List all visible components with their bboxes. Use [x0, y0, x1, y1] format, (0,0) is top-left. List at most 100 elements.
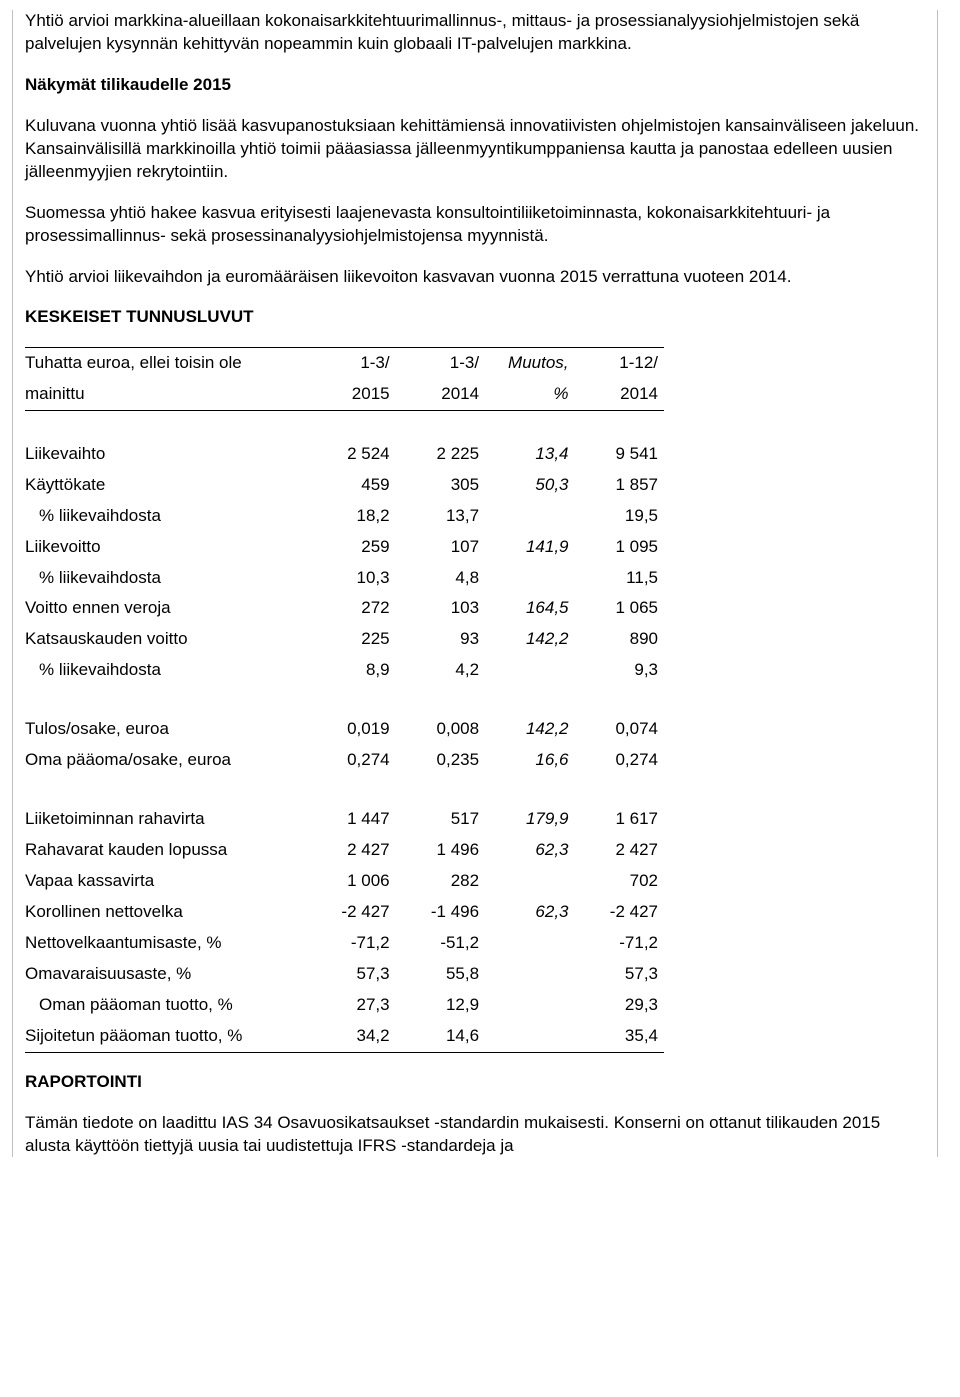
table-row: Käyttökate 459 305 50,3 1 857 — [25, 470, 664, 501]
cell: 4,2 — [396, 655, 485, 686]
cell: 1 095 — [575, 532, 664, 563]
cell: 0,274 — [306, 745, 395, 776]
table-row: Liiketoiminnan rahavirta 1 447 517 179,9… — [25, 804, 664, 835]
cell: 10,3 — [306, 563, 395, 594]
header-col: 2014 — [396, 379, 485, 410]
cell: 179,9 — [485, 804, 574, 835]
row-label: % liikevaihdosta — [25, 655, 306, 686]
row-label: % liikevaihdosta — [25, 501, 306, 532]
cell: 272 — [306, 593, 395, 624]
cell: 11,5 — [575, 563, 664, 594]
cell: 55,8 — [396, 959, 485, 990]
paragraph: Kuluvana vuonna yhtiö lisää kasvupanostu… — [25, 115, 925, 184]
paragraph: Yhtiö arvioi markkina-alueillaan kokonai… — [25, 10, 925, 56]
header-col: Muutos, — [485, 348, 574, 379]
header-col: 1-3/ — [396, 348, 485, 379]
cell: -51,2 — [396, 928, 485, 959]
table-row: Liikevoitto 259 107 141,9 1 095 — [25, 532, 664, 563]
row-label: Sijoitetun pääoman tuotto, % — [25, 1021, 306, 1052]
row-label: Liiketoiminnan rahavirta — [25, 804, 306, 835]
cell: 1 617 — [575, 804, 664, 835]
table-header-row: Tuhatta euroa, ellei toisin ole 1-3/ 1-3… — [25, 348, 664, 379]
table-row: Omavaraisuusaste, % 57,3 55,8 57,3 — [25, 959, 664, 990]
cell: 13,4 — [485, 439, 574, 470]
cell: 0,074 — [575, 714, 664, 745]
cell: 9 541 — [575, 439, 664, 470]
cell: 1 496 — [396, 835, 485, 866]
cell — [485, 866, 574, 897]
row-label: Käyttökate — [25, 470, 306, 501]
table-row: Rahavarat kauden lopussa 2 427 1 496 62,… — [25, 835, 664, 866]
cell: 19,5 — [575, 501, 664, 532]
cell: 93 — [396, 624, 485, 655]
row-label: Oman pääoman tuotto, % — [25, 990, 306, 1021]
cell — [485, 1021, 574, 1052]
row-label: Vapaa kassavirta — [25, 866, 306, 897]
cell: 1 006 — [306, 866, 395, 897]
cell: 0,235 — [396, 745, 485, 776]
cell: 2 427 — [306, 835, 395, 866]
row-label: % liikevaihdosta — [25, 563, 306, 594]
header-label: mainittu — [25, 379, 306, 410]
table-row: Katsauskauden voitto 225 93 142,2 890 — [25, 624, 664, 655]
cell: 0,274 — [575, 745, 664, 776]
cell: 1 447 — [306, 804, 395, 835]
cell — [485, 990, 574, 1021]
header-label: Tuhatta euroa, ellei toisin ole — [25, 348, 306, 379]
cell: -71,2 — [306, 928, 395, 959]
paragraph: Yhtiö arvioi liikevaihdon ja euromääräis… — [25, 266, 925, 289]
cell: 141,9 — [485, 532, 574, 563]
table-row: Nettovelkaantumisaste, % -71,2 -51,2 -71… — [25, 928, 664, 959]
header-col: 2014 — [575, 379, 664, 410]
cell: 16,6 — [485, 745, 574, 776]
row-label: Tulos/osake, euroa — [25, 714, 306, 745]
row-label: Liikevaihto — [25, 439, 306, 470]
cell: 12,9 — [396, 990, 485, 1021]
cell — [485, 928, 574, 959]
cell: 62,3 — [485, 897, 574, 928]
cell: 459 — [306, 470, 395, 501]
section-heading: Näkymät tilikaudelle 2015 — [25, 74, 925, 97]
table-row: Voitto ennen veroja 272 103 164,5 1 065 — [25, 593, 664, 624]
cell: 517 — [396, 804, 485, 835]
table-row: Sijoitetun pääoman tuotto, % 34,2 14,6 3… — [25, 1021, 664, 1052]
cell: 1 857 — [575, 470, 664, 501]
cell: -2 427 — [575, 897, 664, 928]
cell: 890 — [575, 624, 664, 655]
cell: 62,3 — [485, 835, 574, 866]
cell: 142,2 — [485, 714, 574, 745]
cell: 225 — [306, 624, 395, 655]
paragraph: Suomessa yhtiö hakee kasvua erityisesti … — [25, 202, 925, 248]
cell: 18,2 — [306, 501, 395, 532]
cell: 2 524 — [306, 439, 395, 470]
cell — [485, 563, 574, 594]
row-label: Oma pääoma/osake, euroa — [25, 745, 306, 776]
cell: 164,5 — [485, 593, 574, 624]
cell: 34,2 — [306, 1021, 395, 1052]
row-label: Katsauskauden voitto — [25, 624, 306, 655]
paragraph: Tämän tiedote on laadittu IAS 34 Osavuos… — [25, 1112, 925, 1158]
row-label: Liikevoitto — [25, 532, 306, 563]
table-row: % liikevaihdosta 18,2 13,7 19,5 — [25, 501, 664, 532]
row-label: Korollinen nettovelka — [25, 897, 306, 928]
cell: 29,3 — [575, 990, 664, 1021]
cell: -1 496 — [396, 897, 485, 928]
cell — [485, 501, 574, 532]
table-row: % liikevaihdosta 8,9 4,2 9,3 — [25, 655, 664, 686]
section-heading: KESKEISET TUNNUSLUVUT — [25, 306, 925, 329]
table-row: Liikevaihto 2 524 2 225 13,4 9 541 — [25, 439, 664, 470]
header-col: % — [485, 379, 574, 410]
cell: 142,2 — [485, 624, 574, 655]
cell: 282 — [396, 866, 485, 897]
cell — [485, 959, 574, 990]
table-row: Korollinen nettovelka -2 427 -1 496 62,3… — [25, 897, 664, 928]
table-row: % liikevaihdosta 10,3 4,8 11,5 — [25, 563, 664, 594]
row-label: Nettovelkaantumisaste, % — [25, 928, 306, 959]
header-col: 2015 — [306, 379, 395, 410]
cell — [485, 655, 574, 686]
header-col: 1-3/ — [306, 348, 395, 379]
cell: 27,3 — [306, 990, 395, 1021]
cell: 57,3 — [575, 959, 664, 990]
table-row: Oma pääoma/osake, euroa 0,274 0,235 16,6… — [25, 745, 664, 776]
cell: 103 — [396, 593, 485, 624]
